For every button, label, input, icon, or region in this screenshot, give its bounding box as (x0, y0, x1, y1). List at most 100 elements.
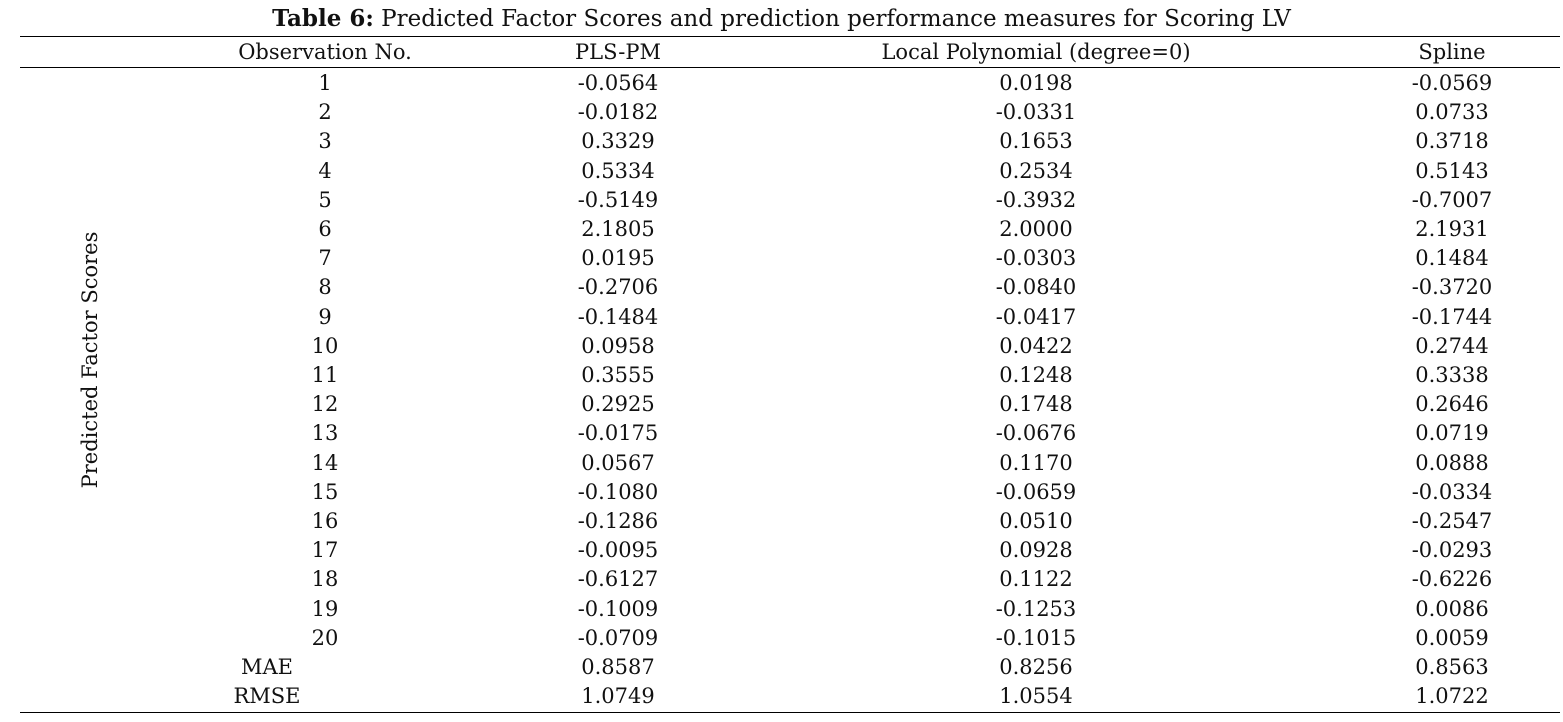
pls-pm-cell: -0.0095 (577, 538, 659, 563)
table-row: 5 -0.5149 -0.3932 -0.7007 (0, 186, 1563, 215)
observation-cell: 16 (311, 509, 339, 533)
table-header-rule (20, 67, 1560, 68)
pls-pm-cell: -0.1286 (577, 509, 659, 533)
observation-cell: 14 (311, 450, 339, 475)
pls-pm-cell: 0.3555 (581, 363, 655, 387)
table-row: 4 0.5334 0.2534 0.5143 (0, 157, 1563, 186)
local-polynomial-cell: 0.2534 (999, 158, 1073, 183)
observation-cell: 17 (311, 538, 339, 563)
observation-cell: 1 (318, 71, 332, 95)
observation-cell: 4 (318, 158, 332, 183)
observation-cell: 18 (311, 567, 339, 592)
table-row: 3 0.3329 0.1653 0.3718 (0, 127, 1563, 156)
header-observation-no: Observation No. (238, 40, 412, 64)
table-caption: Table 6: Predicted Factor Scores and pre… (0, 4, 1563, 34)
local-polynomial-cell: -0.0840 (995, 275, 1077, 300)
spline-cell: 0.0733 (1415, 100, 1489, 125)
pls-pm-cell: -0.1009 (577, 596, 659, 621)
pls-pm-cell: -0.6127 (577, 567, 659, 592)
observation-cell: 5 (318, 187, 332, 212)
table-row: 19 -0.1009 -0.1253 0.0086 (0, 595, 1563, 624)
observation-cell: 11 (311, 363, 339, 387)
pls-pm-cell: -0.0564 (577, 71, 659, 95)
observation-cell: 9 (318, 304, 332, 329)
table-caption-label: Table 6: (272, 5, 374, 32)
spline-cell: -0.1744 (1411, 304, 1493, 329)
pls-pm-cell: -0.1080 (577, 479, 659, 504)
observation-cell: 13 (311, 421, 339, 446)
table-row: 7 0.0195 -0.0303 0.1484 (0, 244, 1563, 273)
table-header-row: Observation No. PLS-PM Local Polynomial … (0, 38, 1563, 67)
table-row: 18 -0.6127 0.1122 -0.6226 (0, 565, 1563, 594)
table-row: 10 0.0958 0.0422 0.2744 (0, 332, 1563, 361)
spline-cell: -0.0569 (1411, 71, 1493, 95)
summary-row: MAE 0.8587 0.8256 0.8563 (0, 653, 1563, 682)
table-row: 13 -0.0175 -0.0676 0.0719 (0, 419, 1563, 448)
table-row: 9 -0.1484 -0.0417 -0.1744 (0, 303, 1563, 332)
pls-pm-cell: 0.0958 (581, 333, 655, 358)
local-polynomial-cell: 0.1122 (999, 567, 1073, 592)
summary-label-cell: RMSE (233, 684, 301, 709)
table-row: 20 -0.0709 -0.1015 0.0059 (0, 624, 1563, 653)
pls-pm-cell: -0.0182 (577, 100, 659, 125)
local-polynomial-cell: -0.0659 (995, 479, 1077, 504)
pls-pm-cell: 0.0567 (581, 450, 655, 475)
local-polynomial-cell: 0.0198 (999, 71, 1073, 95)
local-polynomial-cell: 0.1748 (999, 392, 1073, 417)
spline-cell: 0.0719 (1415, 421, 1489, 446)
pls-pm-cell: -0.1484 (577, 304, 659, 329)
spline-cell: 2.1931 (1415, 217, 1489, 241)
observation-cell: 10 (311, 333, 339, 358)
local-polynomial-cell: -0.0417 (995, 304, 1077, 329)
table-row: 6 2.1805 2.0000 2.1931 (0, 215, 1563, 244)
local-polynomial-cell: 0.1170 (999, 450, 1073, 475)
pls-pm-cell: -0.0175 (577, 421, 659, 446)
pls-pm-cell: 0.3329 (581, 129, 655, 154)
pls-pm-cell: 1.0749 (581, 684, 655, 709)
local-polynomial-cell: -0.0303 (995, 246, 1077, 271)
local-polynomial-cell: 0.1248 (999, 363, 1073, 387)
local-polynomial-cell: -0.3932 (995, 187, 1077, 212)
summary-label-cell: MAE (241, 655, 293, 679)
spline-cell: 0.0888 (1415, 450, 1489, 475)
local-polynomial-cell: 0.0422 (999, 333, 1073, 358)
spline-cell: 0.1484 (1415, 246, 1489, 271)
observation-cell: 6 (318, 217, 332, 241)
local-polynomial-cell: 0.0510 (999, 509, 1073, 533)
spline-cell: 0.2646 (1415, 392, 1489, 417)
observation-cell: 7 (318, 246, 332, 271)
spline-cell: -0.6226 (1411, 567, 1493, 592)
spline-cell: 0.2744 (1415, 333, 1489, 358)
spline-cell: -0.0334 (1411, 479, 1493, 504)
table-row: 16 -0.1286 0.0510 -0.2547 (0, 507, 1563, 536)
spline-cell: 0.5143 (1415, 158, 1489, 183)
local-polynomial-cell: 0.1653 (999, 129, 1073, 154)
local-polynomial-cell: 2.0000 (999, 217, 1073, 241)
observation-cell: 8 (318, 275, 332, 300)
spline-cell: 0.3718 (1415, 129, 1489, 154)
pls-pm-cell: 2.1805 (581, 217, 655, 241)
local-polynomial-cell: -0.0676 (995, 421, 1077, 446)
header-pls-pm: PLS-PM (575, 40, 661, 64)
spline-cell: -0.2547 (1411, 509, 1493, 533)
spline-cell: 0.8563 (1415, 655, 1489, 679)
summary-row: RMSE 1.0749 1.0554 1.0722 (0, 682, 1563, 711)
observation-cell: 3 (318, 129, 332, 154)
table-caption-text: Predicted Factor Scores and prediction p… (373, 6, 1291, 32)
pls-pm-cell: -0.5149 (577, 187, 659, 212)
spline-cell: -0.3720 (1411, 275, 1493, 300)
table-row: 12 0.2925 0.1748 0.2646 (0, 390, 1563, 419)
table-row: 14 0.0567 0.1170 0.0888 (0, 449, 1563, 478)
pls-pm-cell: -0.0709 (577, 625, 659, 650)
local-polynomial-cell: -0.1253 (995, 596, 1077, 621)
table-row: 2 -0.0182 -0.0331 0.0733 (0, 98, 1563, 127)
local-polynomial-cell: 0.0928 (999, 538, 1073, 563)
table-row: 8 -0.2706 -0.0840 -0.3720 (0, 273, 1563, 302)
local-polynomial-cell: 1.0554 (999, 684, 1073, 709)
header-local-polynomial: Local Polynomial (degree=0) (881, 40, 1191, 64)
table-row: 17 -0.0095 0.0928 -0.0293 (0, 536, 1563, 565)
observation-cell: 20 (311, 625, 339, 650)
observation-cell: 2 (318, 100, 332, 125)
spline-cell: 0.0059 (1415, 625, 1489, 650)
local-polynomial-cell: -0.0331 (995, 100, 1077, 125)
